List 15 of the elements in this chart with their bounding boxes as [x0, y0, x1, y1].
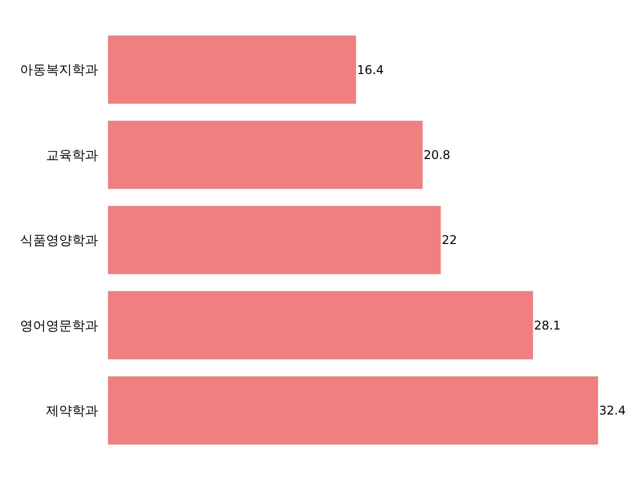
data-label: 20.8 [424, 148, 450, 162]
y-tick-label: 교육학과 [46, 148, 98, 164]
data-label: 28.1 [534, 318, 561, 332]
y-tick-label: 제약학과 [46, 404, 98, 419]
bar [108, 120, 423, 189]
bar [108, 376, 598, 444]
bar [108, 206, 441, 274]
y-tick-label: 영어영문학과 [20, 318, 98, 334]
data-label: 22 [442, 233, 457, 248]
bar [108, 291, 533, 360]
y-tick-label: 식품영양학과 [20, 234, 98, 249]
y-tick-label: 아동복지학과 [20, 63, 98, 78]
bar [108, 36, 356, 104]
data-label: 16.4 [357, 62, 384, 77]
data-label: 32.4 [599, 404, 626, 418]
